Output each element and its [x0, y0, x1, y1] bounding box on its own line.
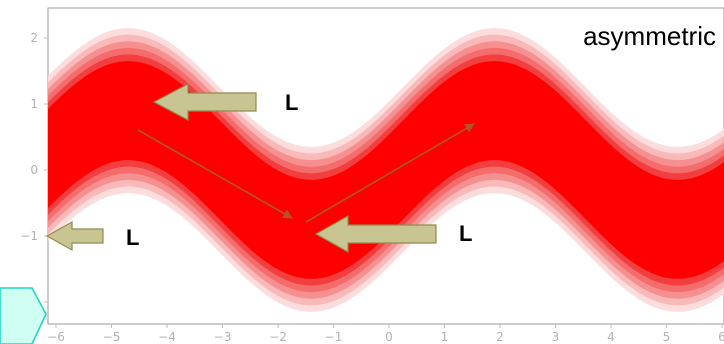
- x-axis-ticks: −6 −5 −4 −3 −2 −1 0 1 2 3 4 5 6: [47, 324, 724, 344]
- x-tick-label: 4: [607, 330, 615, 344]
- arrow-label-top: L: [285, 90, 298, 115]
- x-tick-label: −1: [325, 330, 343, 344]
- left-arrow-icon: [314, 214, 437, 254]
- y-tick-label: 0: [30, 163, 38, 177]
- trend-arrow-down: [137, 129, 293, 219]
- block-arrow-top: L: [152, 83, 298, 121]
- x-tick-label: −3: [214, 330, 232, 344]
- block-arrow-middle: L: [314, 214, 472, 254]
- x-tick-label: −5: [103, 330, 121, 344]
- x-tick-label: 0: [385, 330, 393, 344]
- trend-arrow-up: [305, 123, 475, 223]
- y-axis-ticks: 210−1−2: [20, 31, 48, 309]
- y-tick-label: 1: [30, 97, 38, 111]
- arrow-label-middle: L: [459, 221, 472, 246]
- x-tick-label: 6: [718, 330, 724, 344]
- x-tick-label: 2: [496, 330, 504, 344]
- x-tick-label: −6: [47, 330, 65, 344]
- left-arrow-icon: [152, 83, 257, 121]
- x-tick-label: 5: [663, 330, 671, 344]
- arrow-label-left: L: [126, 225, 139, 250]
- diamond-shape-icon: [0, 287, 47, 344]
- trend-lines: [137, 123, 475, 223]
- x-tick-label: −2: [269, 330, 287, 344]
- x-tick-label: −4: [158, 330, 176, 344]
- block-arrow-left: L: [45, 220, 139, 252]
- x-tick-label: 3: [552, 330, 560, 344]
- y-tick-label: 2: [30, 31, 38, 45]
- annotation-title: asymmetric: [583, 21, 716, 51]
- x-tick-label: 1: [441, 330, 449, 344]
- y-tick-label: −1: [20, 229, 38, 243]
- left-arrow-icon: [45, 220, 104, 252]
- band-layer-6: [48, 61, 724, 279]
